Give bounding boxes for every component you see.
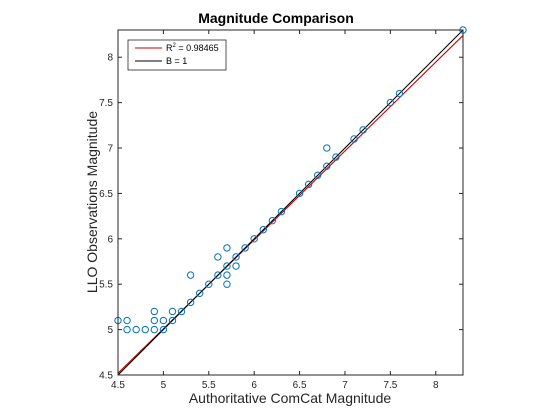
data-point: [232, 262, 240, 270]
chart-title: Magnitude Comparison: [198, 10, 354, 26]
fit-lines: [117, 29, 464, 376]
data-point: [186, 298, 195, 307]
legend-box: [127, 39, 227, 71]
data-point: [214, 271, 222, 279]
x-tick-label: 8: [433, 380, 439, 391]
plot-area: 4.5 5 5.5 6 6.5 7 7.5 8 4.5 5 5.5 6 6.5 7 7.5 8: [99, 26, 467, 391]
legend: R2 = 0.98465 B = 1: [127, 39, 227, 71]
data-point: [177, 307, 186, 316]
y-axis-label: LLO Observations Magnitude: [84, 111, 100, 293]
data-point: [214, 253, 222, 261]
y-tick-label: 6.5: [99, 189, 113, 200]
y-tick-label: 7.5: [99, 98, 113, 109]
data-point: [223, 262, 231, 270]
data-point: [323, 162, 331, 170]
y-tick-label: 5: [107, 325, 113, 336]
y-tick-label: 6: [107, 234, 113, 245]
y-tick-label: 8: [107, 53, 113, 64]
x-tick-label: 5: [161, 380, 167, 391]
data-point: [350, 135, 358, 143]
x-tick-label: 7: [342, 380, 348, 391]
data-point: [268, 216, 277, 225]
x-tick-label: 7.5: [383, 380, 397, 391]
data-point: [123, 325, 131, 334]
x-tick-label: 6.5: [293, 380, 307, 391]
data-point: [223, 280, 231, 288]
y-tick-label: 7: [107, 144, 113, 155]
legend-label-b1: B = 1: [166, 56, 187, 66]
data-point: [332, 153, 340, 161]
legend-label-r2-rest: = 0.98465: [176, 43, 219, 53]
data-point: [132, 325, 140, 334]
x-tick-label: 6: [251, 380, 257, 391]
data-point: [196, 289, 204, 297]
data-point: [223, 271, 231, 279]
data-point: [205, 280, 213, 288]
x-tick-label: 4.5: [111, 380, 125, 391]
data-point: [314, 171, 322, 179]
x-axis-label: Authoritative ComCat Magnitude: [189, 390, 392, 406]
data-point: [386, 98, 395, 107]
data-point: [150, 325, 159, 334]
legend-label-r2-sup: 2: [173, 43, 177, 49]
data-point: [150, 316, 159, 325]
y-tick-label: 4.5: [99, 371, 113, 382]
data-points: [114, 26, 467, 334]
data-point: [123, 316, 131, 325]
data-point: [250, 235, 258, 243]
data-point: [141, 325, 149, 334]
data-point: [323, 144, 331, 152]
data-point: [295, 189, 304, 198]
data-point: [395, 89, 404, 98]
axes-box: [117, 29, 464, 376]
y-tick-label: 5.5: [99, 280, 113, 291]
x-tick-label: 5.5: [202, 380, 216, 391]
data-point: [159, 325, 168, 334]
data-point: [232, 253, 240, 261]
data-point: [304, 180, 313, 189]
data-point: [159, 316, 168, 325]
data-point: [259, 226, 267, 234]
b1-reference-line: [117, 29, 464, 376]
data-point: [223, 244, 231, 252]
data-point: [150, 307, 159, 316]
data-point: [168, 316, 177, 325]
data-point: [359, 126, 367, 134]
legend-label-r2-main: R: [166, 43, 173, 53]
legend-label-r2: R2 = 0.98465: [166, 43, 219, 53]
data-point: [186, 271, 195, 279]
axis-ticks: 4.5 5 5.5 6 6.5 7 7.5 8 4.5 5 5.5 6 6.5 7 7.5 8: [99, 30, 463, 391]
data-point: [168, 307, 177, 316]
data-point: [277, 207, 286, 216]
data-point: [241, 244, 249, 252]
